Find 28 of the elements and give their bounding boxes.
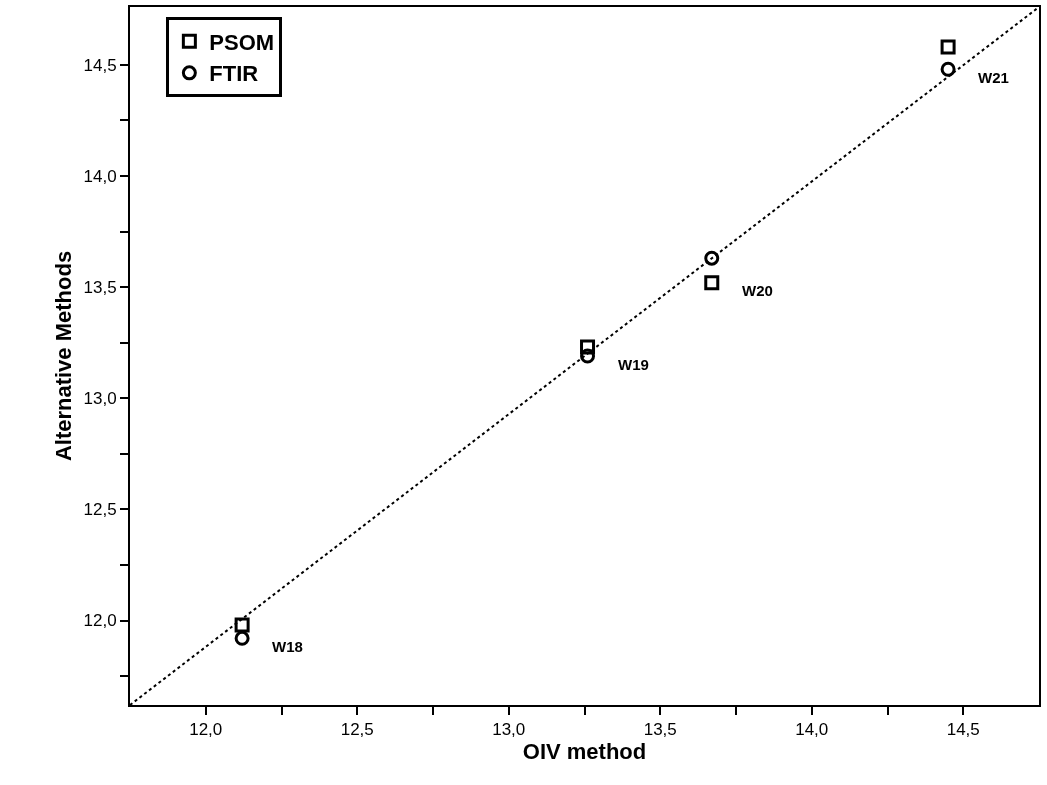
x-axis-title: OIV method bbox=[522, 739, 647, 765]
point bbox=[580, 348, 596, 364]
legend-label: PSOM bbox=[209, 29, 275, 55]
y-tick-label: 12,0 bbox=[83, 611, 117, 631]
x-tick-label: 13,0 bbox=[492, 720, 526, 740]
legend-label: FTIR bbox=[209, 61, 259, 87]
y-tick-label: 14,0 bbox=[83, 166, 117, 186]
annotation: W19 bbox=[618, 356, 649, 373]
y-axis-title: Alternative Methods bbox=[50, 250, 76, 462]
y-tick-label: 13,0 bbox=[83, 389, 117, 409]
annotation: W21 bbox=[978, 69, 1009, 86]
point bbox=[940, 39, 956, 55]
point bbox=[234, 630, 250, 646]
annotation: W18 bbox=[272, 638, 303, 655]
x-tick-label: 13,5 bbox=[643, 720, 677, 740]
point bbox=[704, 275, 720, 291]
y-tick-label: 14,5 bbox=[83, 55, 117, 75]
point bbox=[940, 61, 956, 77]
point bbox=[704, 250, 720, 266]
y-tick-label: 13,5 bbox=[83, 278, 117, 298]
x-tick-label: 14,5 bbox=[946, 720, 980, 740]
point bbox=[234, 617, 250, 633]
x-tick-label: 12,0 bbox=[189, 720, 223, 740]
x-tick-label: 14,0 bbox=[795, 720, 829, 740]
x-tick-label: 12,5 bbox=[340, 720, 374, 740]
annotation: W20 bbox=[742, 282, 773, 299]
point bbox=[580, 339, 596, 355]
y-tick-label: 12,5 bbox=[83, 500, 117, 520]
